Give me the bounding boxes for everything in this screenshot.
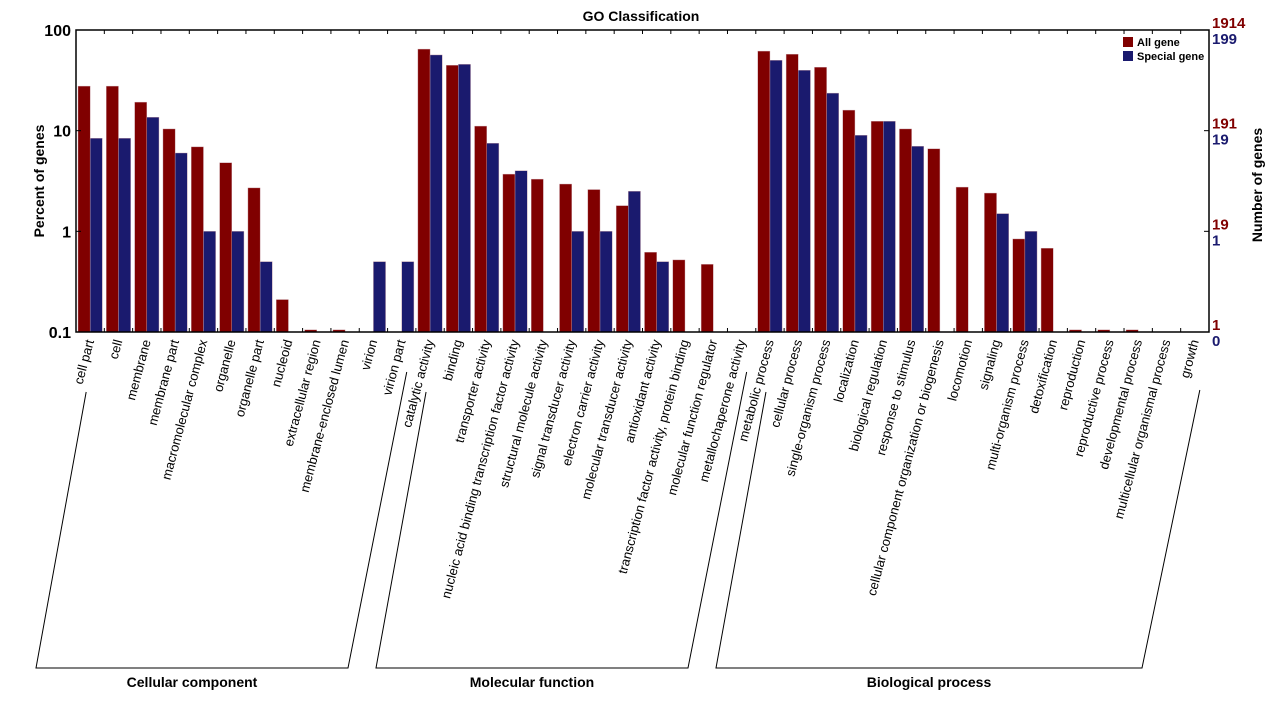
y-axis-label: Percent of genes <box>31 124 47 237</box>
bar-special-32 <box>996 213 1009 333</box>
bar-all-7 <box>276 299 289 333</box>
y-tick-label: 100 <box>44 23 71 40</box>
bar-all-21 <box>672 259 686 333</box>
x-category-label: organelle <box>210 338 238 394</box>
x-category-label: organelle part <box>232 338 267 419</box>
bar-special-10 <box>373 261 386 333</box>
bar-special-19 <box>628 191 641 333</box>
bar-all-12 <box>417 48 431 333</box>
bar-all-14 <box>474 125 487 333</box>
x-category-label: virion <box>358 338 381 372</box>
x-category-label: growth <box>1177 338 1202 380</box>
bar-all-6 <box>247 187 261 333</box>
bar-all-4 <box>191 146 204 333</box>
bar-all-31 <box>955 186 969 333</box>
bar-all-33 <box>1012 238 1026 333</box>
group-bracket <box>35 371 408 669</box>
bar-special-17 <box>571 231 585 333</box>
group-label: Biological process <box>867 674 992 690</box>
x-category-label: localization <box>831 338 862 404</box>
bar-special-5 <box>231 231 245 333</box>
bar-all-26 <box>814 67 827 333</box>
bar-special-18 <box>599 231 613 333</box>
bar-special-11 <box>401 261 415 333</box>
bar-special-2 <box>146 117 160 333</box>
y-tick-label: 0.1 <box>49 325 71 342</box>
x-category-label: cell part <box>71 338 97 386</box>
bar-special-4 <box>203 231 216 333</box>
bar-all-19 <box>615 205 629 333</box>
bar-special-29 <box>911 146 924 333</box>
group-bracket <box>375 371 748 669</box>
x-category-label: reproduction <box>1055 338 1088 412</box>
bar-special-13 <box>458 64 471 333</box>
bar-all-13 <box>446 65 459 333</box>
chart-title: GO Classification <box>583 8 700 24</box>
right-y-axis-label: Number of genes <box>1249 128 1265 243</box>
bar-special-33 <box>1024 231 1038 333</box>
bar-all-18 <box>587 189 601 333</box>
plot-frame <box>75 29 1210 333</box>
bar-special-24 <box>769 60 783 333</box>
right-tick-label-special: 1 <box>1212 232 1220 249</box>
bar-all-29 <box>899 128 912 333</box>
bar-all-16 <box>531 178 544 333</box>
right-tick-label-special: 199 <box>1212 31 1237 48</box>
bar-all-3 <box>162 128 176 333</box>
x-category-label: signaling <box>976 338 1004 391</box>
bar-special-12 <box>429 54 443 333</box>
bar-special-20 <box>656 261 670 333</box>
y-tick-label: 10 <box>53 124 71 141</box>
x-category-label: membrane <box>123 338 154 402</box>
bar-special-26 <box>826 92 839 333</box>
right-tick-label-all: 1 <box>1212 317 1220 334</box>
bar-all-25 <box>785 53 799 333</box>
legend-label-special: Special gene <box>1137 51 1204 63</box>
y-tick-label: 1 <box>62 224 71 241</box>
bar-special-14 <box>486 143 500 333</box>
x-category-label: binding <box>440 338 465 382</box>
bar-all-28 <box>870 121 884 333</box>
right-tick-label-all: 19 <box>1212 216 1229 233</box>
bar-all-27 <box>842 109 856 333</box>
x-category-label: detoxification <box>1026 338 1060 415</box>
bar-special-28 <box>883 121 896 333</box>
bar-all-32 <box>984 192 997 333</box>
group-bracket <box>715 389 1201 669</box>
bar-all-24 <box>757 50 771 333</box>
bar-all-30 <box>927 148 941 333</box>
legend-swatch-special <box>1123 51 1133 61</box>
bar-all-34 <box>1040 247 1054 333</box>
legend-swatch-all <box>1123 37 1133 47</box>
bar-all-0 <box>77 85 91 333</box>
legend: All gene Special gene <box>1123 37 1204 63</box>
bar-all-22 <box>700 264 714 333</box>
bar-special-6 <box>259 261 273 333</box>
group-label: Cellular component <box>127 674 258 690</box>
right-tick-label-special: 19 <box>1212 132 1229 149</box>
x-category-label: nucleoid <box>268 338 295 389</box>
bar-special-27 <box>854 135 868 333</box>
bar-special-0 <box>89 138 103 333</box>
bar-all-15 <box>502 173 516 333</box>
bar-all-5 <box>219 162 232 333</box>
group-label: Molecular function <box>470 674 594 690</box>
right-tick-label-all: 1914 <box>1212 15 1246 32</box>
x-category-label: cell <box>106 338 126 361</box>
legend-label-all: All gene <box>1137 37 1180 49</box>
bar-special-15 <box>514 170 528 333</box>
right-tick-label-all: 191 <box>1212 116 1237 133</box>
right-tick-label-special: 0 <box>1212 333 1220 350</box>
bar-special-1 <box>118 138 131 333</box>
bar-all-1 <box>106 85 119 333</box>
bar-all-17 <box>559 183 572 333</box>
x-category-label: locomotion <box>944 338 975 403</box>
bar-all-20 <box>644 252 657 333</box>
bar-special-3 <box>174 152 188 333</box>
x-category-label: virion part <box>379 338 408 397</box>
bar-special-25 <box>798 70 811 333</box>
bar-all-2 <box>134 101 148 333</box>
